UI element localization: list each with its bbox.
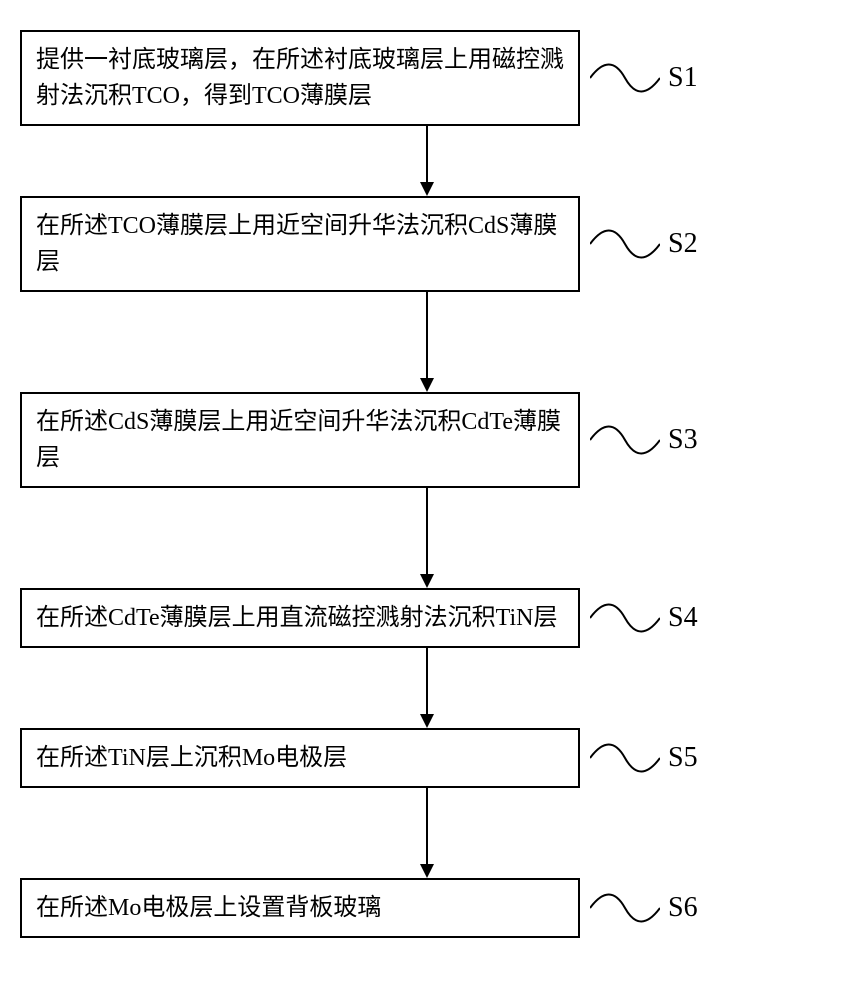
step-connector: S6 (590, 883, 698, 933)
step-row: 在所述CdTe薄膜层上用直流磁控溅射法沉积TiN层 S4 (20, 588, 834, 648)
curve-icon (590, 219, 660, 269)
step-row: 在所述TCO薄膜层上用近空间升华法沉积CdS薄膜层 S2 (20, 196, 834, 292)
curve-icon (590, 415, 660, 465)
arrow-wrap (147, 292, 707, 392)
arrow-icon (417, 488, 437, 588)
step-box-s1: 提供一衬底玻璃层，在所述衬底玻璃层上用磁控溅射法沉积TCO，得到TCO薄膜层 (20, 30, 580, 126)
step-box-s6: 在所述Mo电极层上设置背板玻璃 (20, 878, 580, 938)
step-label: S5 (668, 742, 698, 774)
step-connector: S2 (590, 219, 698, 269)
flowchart: 提供一衬底玻璃层，在所述衬底玻璃层上用磁控溅射法沉积TCO，得到TCO薄膜层 S… (20, 30, 834, 938)
step-label: S2 (668, 228, 698, 260)
step-box-s5: 在所述TiN层上沉积Mo电极层 (20, 728, 580, 788)
step-box-s4: 在所述CdTe薄膜层上用直流磁控溅射法沉积TiN层 (20, 588, 580, 648)
arrow-icon (417, 788, 437, 878)
step-connector: S4 (590, 593, 698, 643)
arrow-wrap (147, 126, 707, 196)
step-row: 在所述CdS薄膜层上用近空间升华法沉积CdTe薄膜层 S3 (20, 392, 834, 488)
arrow-wrap (147, 788, 707, 878)
step-row: 提供一衬底玻璃层，在所述衬底玻璃层上用磁控溅射法沉积TCO，得到TCO薄膜层 S… (20, 30, 834, 126)
curve-icon (590, 883, 660, 933)
step-row: 在所述TiN层上沉积Mo电极层 S5 (20, 728, 834, 788)
step-row: 在所述Mo电极层上设置背板玻璃 S6 (20, 878, 834, 938)
curve-icon (590, 593, 660, 643)
step-box-s3: 在所述CdS薄膜层上用近空间升华法沉积CdTe薄膜层 (20, 392, 580, 488)
arrow-icon (417, 292, 437, 392)
curve-icon (590, 53, 660, 103)
curve-icon (590, 733, 660, 783)
step-box-s2: 在所述TCO薄膜层上用近空间升华法沉积CdS薄膜层 (20, 196, 580, 292)
arrow-icon (417, 126, 437, 196)
step-label: S4 (668, 602, 698, 634)
step-label: S6 (668, 892, 698, 924)
step-connector: S3 (590, 415, 698, 465)
step-label: S3 (668, 424, 698, 456)
step-connector: S5 (590, 733, 698, 783)
arrow-wrap (147, 488, 707, 588)
arrow-icon (417, 648, 437, 728)
step-label: S1 (668, 62, 698, 94)
arrow-wrap (147, 648, 707, 728)
step-connector: S1 (590, 53, 698, 103)
